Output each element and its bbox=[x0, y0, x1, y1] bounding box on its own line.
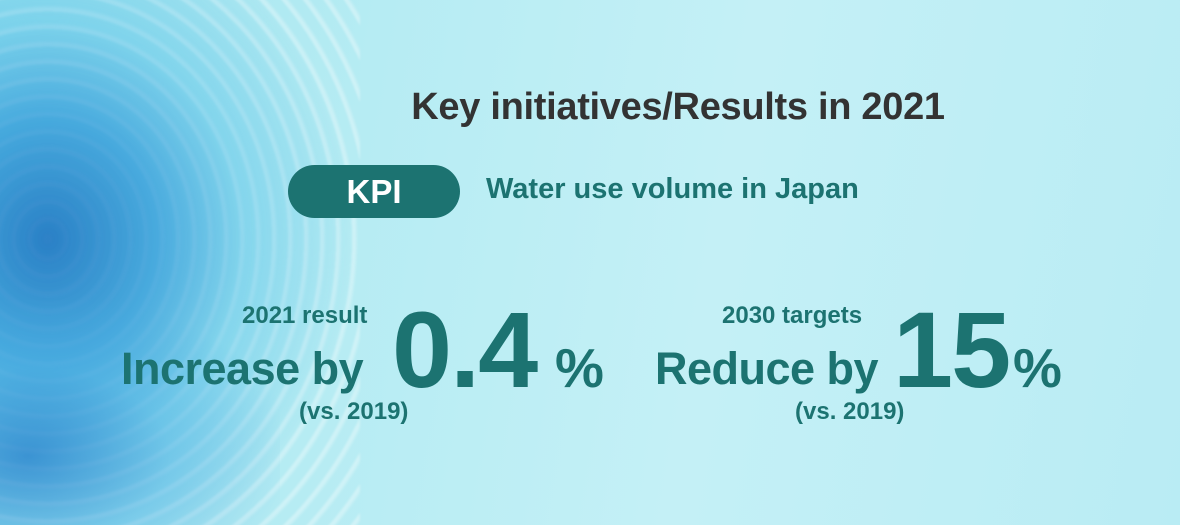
target-prefix: Reduce by bbox=[655, 343, 879, 394]
page-title: Key initiatives/Results in 2021 bbox=[411, 86, 945, 128]
water-ripple-image-lower bbox=[0, 300, 280, 525]
result-value: 0.4 bbox=[392, 289, 538, 410]
result-prefix: Increase by bbox=[121, 343, 364, 394]
result-label: 2021 result bbox=[242, 302, 368, 329]
result-unit: % bbox=[555, 337, 604, 399]
target-label: 2030 targets bbox=[722, 302, 863, 329]
target-unit: % bbox=[1013, 337, 1062, 399]
kpi-badge: KPI bbox=[288, 165, 460, 218]
kpi-description: Water use volume in Japan bbox=[486, 173, 859, 205]
target-value: 15 bbox=[893, 289, 1011, 410]
result-note: (vs. 2019) bbox=[299, 398, 409, 425]
target-note: (vs. 2019) bbox=[795, 398, 905, 425]
